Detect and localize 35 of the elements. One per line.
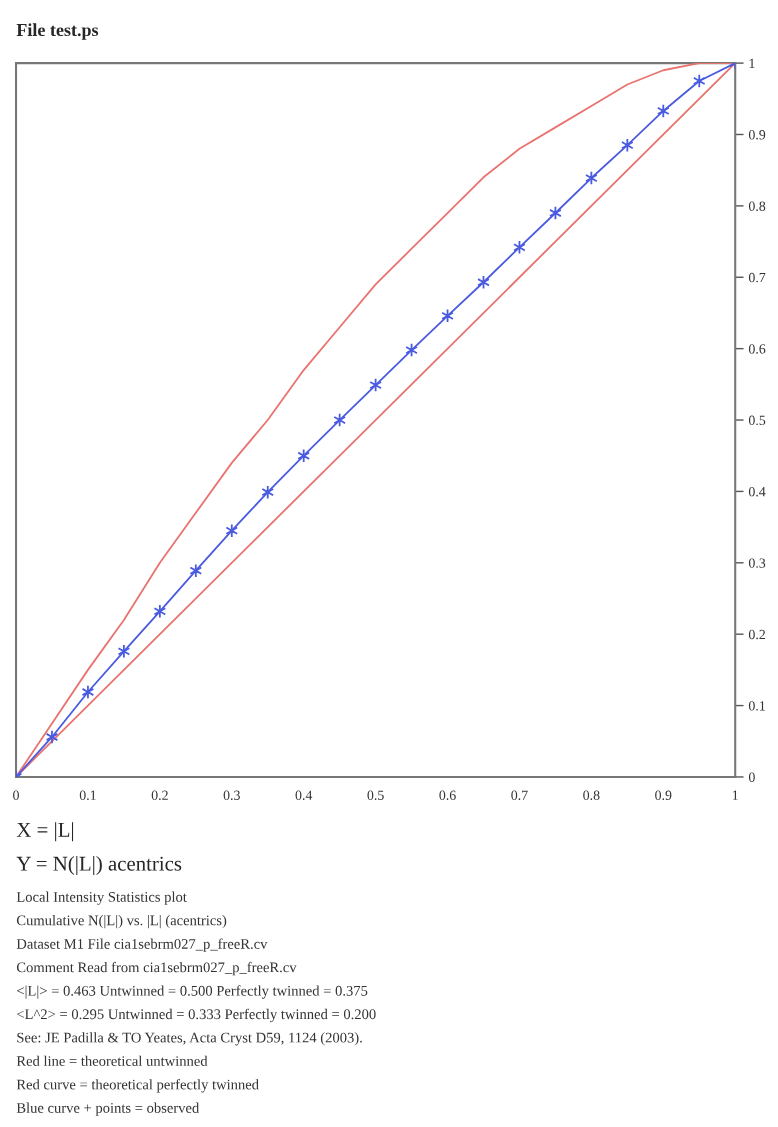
- y-tick-label: 0.6: [748, 344, 766, 354]
- text: Comment Read from cia1sebrm027_p_freeR.cv: [16, 961, 297, 976]
- y-tick-label: 0.5: [748, 415, 766, 426]
- text: <L^2> = 0.295 Untwinned = 0.333 Perfectly twinned = 0.200: [17, 1008, 376, 1023]
- y-tick-label: 1: [749, 58, 755, 68]
- x-axis-title: X = |L|: [16, 822, 74, 842]
- y-tick-label: 0.9: [748, 130, 766, 140]
- x-tick-label: 0.4: [295, 790, 313, 800]
- text: Cumulative N(|L|) vs. |L| (acentrics): [16, 915, 227, 929]
- text: Red line = theoretical untwinned: [16, 1055, 208, 1066]
- y-tick-label: 0: [748, 772, 755, 782]
- chart-title: File test.ps: [16, 23, 99, 40]
- y-tick-label: 0.8: [748, 201, 766, 211]
- y-tick-label: 0.2: [748, 629, 765, 640]
- x-tick-label: 0.9: [655, 790, 672, 800]
- y-tick-label: 0.7: [748, 272, 766, 283]
- text: Red curve = theoretical perfectly twinned: [16, 1079, 259, 1093]
- text: Y = N(|L|) acentrics: [16, 856, 182, 876]
- x-tick-label: 1: [732, 790, 738, 800]
- text: <|L|> = 0.463 Untwinned = 0.500 Perfectly twinned = 0.375: [17, 985, 368, 999]
- x-tick-label: 0.7: [511, 790, 528, 800]
- x-tick-label: 0: [13, 790, 19, 800]
- y-tick-label: 0.1: [748, 701, 765, 711]
- x-tick-label: 0.2: [151, 790, 168, 800]
- y-tick-label: 0.3: [748, 558, 766, 568]
- x-tick-label: 0.5: [367, 790, 384, 800]
- x-tick-label: 0.8: [583, 790, 600, 800]
- text: Dataset M1 File cia1sebrm027_p_freeR.cv: [16, 938, 268, 952]
- x-tick-label: 0.1: [79, 790, 96, 800]
- text: Blue curve + points = observed: [16, 1102, 200, 1116]
- text: See: JE Padilla & TO Yeates, Acta Cryst D59, 1124 (2003).: [17, 1032, 362, 1046]
- text: Local Intensity Statistics plot: [16, 891, 187, 905]
- x-tick-label: 0.6: [439, 790, 456, 800]
- x-tick-label: 0.3: [223, 790, 240, 800]
- y-tick-label: 0.4: [748, 487, 766, 497]
